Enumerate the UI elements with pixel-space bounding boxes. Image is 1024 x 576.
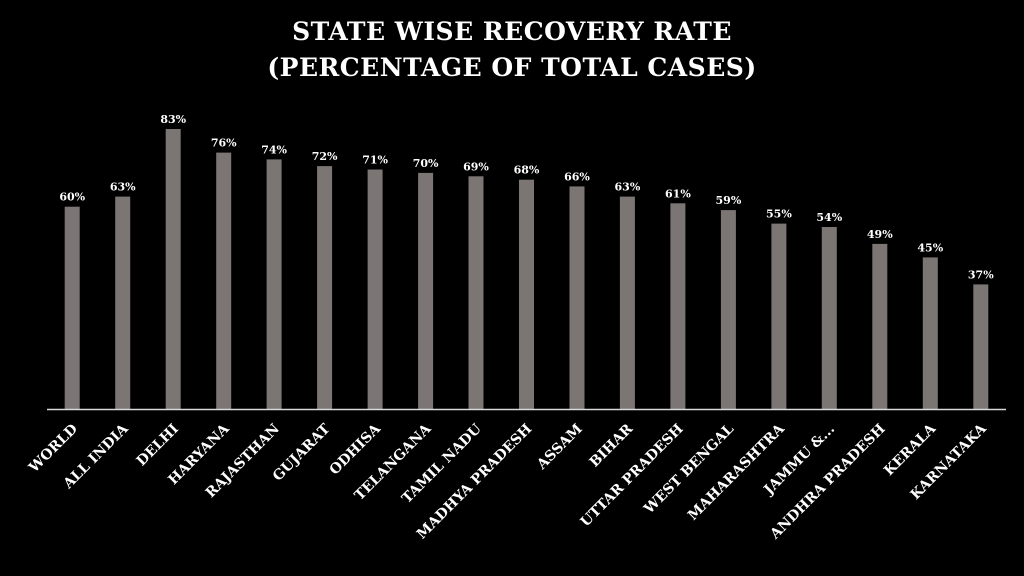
bar-maharashtra bbox=[771, 223, 787, 410]
bar-west-bengal bbox=[720, 210, 736, 410]
data-labels-group: 60% 63% 83% 76% 74% 72% 71% 70% 69% 68% 66% 63% 61% 5… bbox=[59, 113, 994, 281]
data-label: 60% bbox=[59, 191, 85, 204]
bar-rajasthan bbox=[266, 159, 282, 410]
data-label: 71% bbox=[362, 154, 388, 167]
bar-tamil-nadu bbox=[468, 176, 484, 410]
bar-andhra-pradesh bbox=[872, 243, 888, 410]
bar-uttar-pradesh bbox=[670, 203, 686, 410]
bar-all-india bbox=[115, 196, 131, 410]
chart-title: STATE WISE RECOVERY RATE (PERCENTAGE OF … bbox=[0, 14, 1024, 86]
data-label: 68% bbox=[514, 164, 540, 177]
data-label: 70% bbox=[413, 157, 439, 170]
data-label: 66% bbox=[564, 170, 590, 183]
data-label: 37% bbox=[968, 268, 994, 281]
bar-haryana bbox=[216, 152, 232, 410]
data-label: 55% bbox=[766, 208, 792, 221]
x-tick-label: ASSAM bbox=[533, 421, 585, 473]
chart-title-line-2: (PERCENTAGE OF TOTAL CASES) bbox=[267, 53, 757, 82]
data-label: 49% bbox=[867, 228, 893, 241]
bars-group bbox=[64, 129, 989, 410]
data-label: 74% bbox=[261, 143, 287, 156]
bar-jammu bbox=[821, 227, 837, 410]
x-tick-label: DELHI bbox=[134, 421, 182, 469]
x-tick-label: MAHARASHTRA bbox=[685, 420, 788, 523]
x-tick-label: WEST BENGAL bbox=[641, 421, 738, 518]
bar-kerala bbox=[922, 257, 938, 410]
data-label: 54% bbox=[816, 211, 842, 224]
bar-gujarat bbox=[317, 166, 333, 410]
bar-karnataka bbox=[973, 284, 989, 410]
bar-telangana bbox=[418, 172, 434, 410]
data-label: 59% bbox=[716, 194, 742, 207]
data-label: 63% bbox=[615, 181, 641, 194]
chart-title-line-1: STATE WISE RECOVERY RATE bbox=[292, 17, 732, 46]
data-label: 72% bbox=[312, 150, 338, 163]
bar-bihar bbox=[619, 196, 635, 410]
data-label: 45% bbox=[917, 241, 943, 254]
bar-world bbox=[64, 206, 80, 410]
data-label: 76% bbox=[211, 137, 237, 150]
bar-odhisa bbox=[367, 169, 383, 410]
data-label: 69% bbox=[463, 160, 489, 173]
bar-madhya-pradesh bbox=[519, 179, 534, 410]
bar-delhi bbox=[165, 129, 181, 410]
x-tick-label: BIHAR bbox=[587, 421, 637, 471]
data-label: 61% bbox=[665, 187, 691, 200]
bar-assam bbox=[569, 186, 585, 410]
data-label: 83% bbox=[160, 113, 186, 126]
data-label: 63% bbox=[110, 181, 136, 194]
